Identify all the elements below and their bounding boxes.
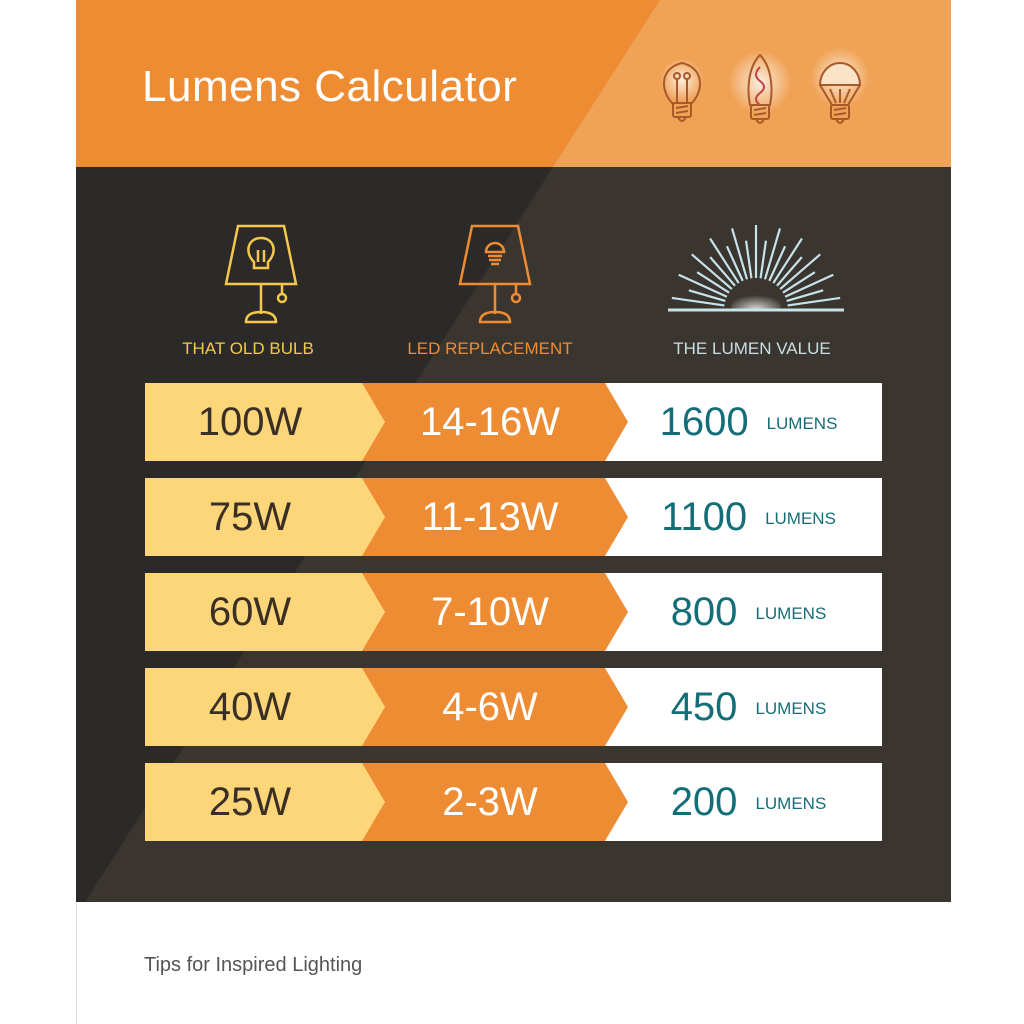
light-ray bbox=[763, 228, 782, 280]
light-ray bbox=[691, 253, 733, 290]
old-bulb-segment bbox=[145, 383, 385, 461]
table-row: 60W 7-10W 800 LUMENS bbox=[145, 573, 882, 651]
edison-filament-bulb-icon bbox=[728, 50, 792, 124]
lumen-unit: LUMENS bbox=[755, 604, 827, 623]
table-row: 25W 2-3W 200 LUMENS bbox=[145, 763, 882, 841]
lumen-value: 450 LUMENS bbox=[615, 668, 882, 746]
light-ray bbox=[786, 289, 824, 303]
led-wattage: 11-13W bbox=[421, 495, 559, 539]
led-wattage: 4-6W bbox=[442, 685, 538, 729]
light-ray bbox=[688, 289, 726, 303]
light-ray bbox=[776, 256, 803, 287]
lumen-unit: LUMENS bbox=[766, 414, 838, 433]
lumen-number: 800 bbox=[670, 590, 738, 634]
light-ray bbox=[759, 240, 768, 279]
column-header-old-bulb: THAT OLD BULB bbox=[182, 339, 314, 358]
divider bbox=[76, 902, 77, 1024]
light-ray bbox=[787, 296, 841, 307]
lamp-led-icon bbox=[458, 224, 532, 324]
lumen-value: 1600 LUMENS bbox=[615, 383, 882, 461]
old-bulb-segment bbox=[145, 763, 385, 841]
light-ray bbox=[744, 240, 753, 279]
old-wattage: 75W bbox=[208, 495, 292, 539]
table-row: 75W 11-13W 1100 LUMENS bbox=[145, 478, 882, 556]
old-bulb-segment bbox=[145, 668, 385, 746]
lumen-unit: LUMENS bbox=[765, 509, 836, 528]
led-bulb-icon bbox=[810, 47, 870, 124]
old-bulb-segment bbox=[145, 573, 385, 651]
light-ray bbox=[784, 273, 834, 298]
old-wattage: 60W bbox=[208, 590, 292, 634]
old-wattage: 25W bbox=[208, 780, 292, 824]
lumen-unit: LUMENS bbox=[755, 794, 827, 813]
lumen-number: 1600 bbox=[659, 400, 749, 444]
old-wattage: 40W bbox=[208, 685, 292, 729]
footer-text: Tips for Inspired Lighting bbox=[144, 954, 363, 976]
old-bulb-segment bbox=[145, 478, 385, 556]
header: Lumens Calculator bbox=[76, 0, 951, 167]
light-rays-icon bbox=[668, 225, 844, 312]
led-wattage: 7-10W bbox=[431, 590, 549, 634]
light-ray bbox=[772, 237, 803, 284]
light-ray bbox=[709, 256, 736, 287]
light-ray bbox=[671, 296, 725, 307]
column-header-lumens: THE LUMEN VALUE bbox=[673, 339, 831, 358]
table-area: THAT OLD BULB LED REPLACEMENT THE LUMEN … bbox=[76, 167, 951, 902]
light-ray bbox=[696, 271, 730, 294]
led-wattage: 2-3W bbox=[442, 780, 538, 824]
incandescent-bulb-icon bbox=[660, 58, 704, 122]
infographic-card: Lumens Calculator bbox=[76, 0, 951, 1024]
column-header-led: LED REPLACEMENT bbox=[407, 339, 573, 358]
light-ray bbox=[768, 245, 787, 282]
lumen-value: 200 LUMENS bbox=[615, 763, 882, 841]
light-ray bbox=[725, 245, 744, 282]
lumen-number: 450 bbox=[670, 685, 738, 729]
light-ray bbox=[779, 253, 821, 290]
lumen-number: 200 bbox=[670, 780, 738, 824]
bulbs-illustration bbox=[660, 47, 870, 124]
lamp-incandescent-icon bbox=[224, 224, 298, 324]
light-ray bbox=[678, 273, 728, 298]
table-row: 40W 4-6W 450 LUMENS bbox=[145, 668, 882, 746]
lumen-number: 1100 bbox=[661, 495, 748, 539]
lumen-value: 800 LUMENS bbox=[615, 573, 882, 651]
light-ray bbox=[730, 228, 749, 280]
light-ray bbox=[782, 271, 816, 294]
led-wattage: 14-16W bbox=[419, 400, 561, 444]
page-title: Lumens Calculator bbox=[142, 62, 518, 111]
light-ray bbox=[709, 237, 740, 284]
table-row: 100W 14-16W 1600 LUMENS bbox=[145, 383, 882, 461]
lumen-value: 1100 LUMENS bbox=[615, 478, 882, 556]
old-wattage: 100W bbox=[197, 400, 303, 444]
lumen-unit: LUMENS bbox=[755, 699, 827, 718]
